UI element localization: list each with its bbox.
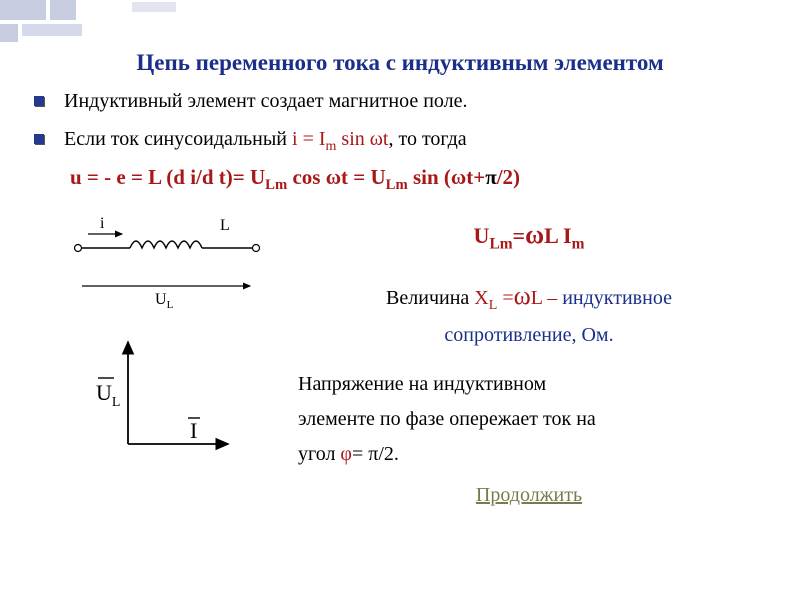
af-p3: L I	[544, 223, 572, 248]
I-phasor-label: I	[190, 418, 197, 443]
mf-p2: cos ωt = U	[287, 165, 385, 189]
amplitude-formula: ULm=ωL Im	[298, 212, 760, 258]
main-formula: u = - e = L (d i/d t)= ULm cos ωt = ULm …	[70, 165, 760, 194]
bullet-2-sub: m	[326, 139, 337, 154]
mf-pi: π	[485, 165, 497, 189]
content-area: Индуктивный элемент создает магнитное по…	[0, 86, 800, 513]
rx-lead: Величина	[386, 287, 474, 309]
rx-l: L	[531, 287, 547, 309]
rx-om: ω	[514, 281, 531, 310]
phase-text: Напряжение на индуктивном элементе по фа…	[298, 367, 760, 472]
corner-decoration	[0, 0, 200, 40]
af-om: ω	[525, 220, 544, 249]
af-p1: U	[474, 223, 490, 248]
UL-circuit-label: UL	[155, 291, 174, 311]
bullet-2: Если ток синусоидальный i = Im sin ωt, т…	[60, 124, 760, 157]
af-s2: m	[572, 236, 585, 253]
continue-link-wrap: Продолжить	[298, 478, 760, 513]
bullet-2-eq2: sin ωt	[336, 128, 388, 150]
bullet-1: Индуктивный элемент создает магнитное по…	[60, 86, 760, 116]
phasor-diagram: UL I	[90, 324, 250, 484]
diagrams-column: i L UL UL	[60, 212, 280, 513]
text-column: ULm=ωL Im Величина XL =ωL – индуктивное …	[298, 212, 760, 513]
mf-p4: /2)	[497, 165, 520, 189]
rx-t2: сопротивление, Ом.	[444, 324, 613, 346]
continue-link[interactable]: Продолжить	[476, 484, 582, 506]
rx-eq: =	[497, 287, 513, 309]
i-label: i	[100, 215, 105, 232]
rx-dash: –	[547, 287, 557, 309]
bullet-2-eq: i = I	[292, 128, 326, 150]
af-s1: Lm	[489, 236, 512, 253]
ph-l3b: = π/2.	[352, 443, 399, 465]
diagrams-row: i L UL UL	[60, 212, 760, 513]
ph-phi: φ	[340, 443, 352, 465]
mf-s1: Lm	[265, 177, 287, 193]
mf-s2: Lm	[386, 177, 408, 193]
rx-xl: X	[474, 287, 488, 309]
ph-l1: Напряжение на индуктивном	[298, 373, 546, 395]
rx-t1: индуктивное	[557, 287, 672, 309]
UL-phasor-label: UL	[96, 380, 120, 410]
bullet-2-lead: Если ток синусоидальный	[64, 128, 292, 150]
ph-l3a: угол	[298, 443, 340, 465]
bullet-list: Индуктивный элемент создает магнитное по…	[60, 86, 760, 157]
af-p2: =	[513, 223, 526, 248]
mf-p1: u = - e = L (d i/d t)= U	[70, 165, 265, 189]
reactance-line: Величина XL =ωL – индуктивное сопротивле…	[298, 273, 760, 354]
bullet-2-tail: , то тогда	[388, 128, 466, 150]
L-label: L	[220, 217, 230, 234]
circuit-diagram: i L UL	[60, 212, 280, 312]
mf-p3: sin (ωt+	[408, 165, 486, 189]
ph-l2: элементе по фазе опережает ток на	[298, 408, 596, 430]
